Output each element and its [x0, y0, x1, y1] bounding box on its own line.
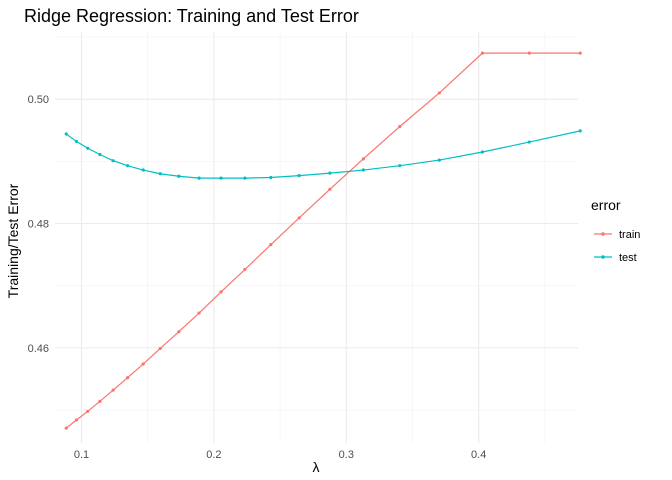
- data-point-train: [74, 418, 79, 422]
- data-point-train: [111, 388, 115, 392]
- data-point-test: [177, 174, 181, 178]
- data-point-train: [158, 346, 162, 351]
- data-point-train: [578, 51, 582, 55]
- data-point-test: [437, 158, 441, 162]
- data-point-train: [86, 409, 90, 413]
- data-point-test: [74, 139, 79, 144]
- data-point-train: [219, 290, 223, 294]
- data-point-test: [86, 146, 90, 150]
- legend-label-train: train: [619, 229, 640, 241]
- data-point-test: [125, 164, 130, 168]
- data-point-test: [243, 176, 247, 180]
- data-point-train: [297, 216, 301, 220]
- data-point-test: [361, 168, 365, 172]
- plot-points: [64, 51, 582, 430]
- data-point-test: [64, 132, 68, 136]
- plot-lines: [65, 52, 581, 429]
- x-tick-label: 0.3: [339, 449, 354, 461]
- data-point-test: [527, 140, 531, 144]
- data-point-test: [269, 175, 273, 180]
- data-point-test: [141, 168, 145, 172]
- data-point-train: [98, 399, 102, 403]
- legend-title: error: [591, 197, 621, 213]
- data-point-test: [328, 171, 332, 175]
- y-axis-ticks: 0.46 0.48 0.50: [28, 94, 49, 355]
- data-point-test: [219, 176, 223, 180]
- chart-title: Ridge Regression: Training and Test Erro…: [24, 6, 359, 26]
- data-point-test: [111, 159, 115, 163]
- data-point-train: [437, 91, 441, 95]
- data-point-test: [578, 129, 582, 133]
- data-point-test: [197, 176, 201, 180]
- data-point-train: [361, 157, 365, 161]
- y-tick-label: 0.50: [28, 94, 49, 106]
- x-tick-label: 0.4: [471, 449, 486, 461]
- data-point-train: [269, 243, 273, 247]
- y-axis-title: Training/Test Error: [5, 183, 21, 298]
- series-line-train: [65, 52, 581, 429]
- data-point-test: [480, 150, 485, 154]
- data-point-test: [158, 172, 162, 176]
- data-point-train: [177, 330, 181, 334]
- data-point-train: [398, 124, 402, 129]
- x-tick-label: 0.1: [74, 449, 89, 461]
- data-point-train: [125, 376, 130, 380]
- y-tick-label: 0.46: [28, 343, 49, 355]
- data-point-train: [197, 311, 201, 315]
- x-axis-ticks: 0.1 0.2 0.3 0.4: [74, 449, 487, 461]
- x-tick-label: 0.2: [206, 449, 221, 461]
- data-point-train: [64, 426, 68, 430]
- data-point-train: [141, 362, 145, 366]
- legend-label-test: test: [619, 252, 637, 264]
- y-tick-label: 0.48: [28, 219, 49, 231]
- data-point-test: [398, 164, 402, 168]
- legend-key-point-train: [601, 232, 605, 236]
- legend: error train test: [591, 197, 640, 264]
- legend-key-point-test: [601, 255, 605, 259]
- data-point-test: [297, 174, 301, 178]
- x-axis-title: λ: [313, 459, 320, 475]
- plot-grid: [55, 32, 578, 443]
- data-point-train: [328, 187, 332, 191]
- data-point-test: [98, 152, 102, 157]
- data-point-train: [480, 51, 485, 55]
- data-point-train: [243, 267, 247, 272]
- data-point-train: [527, 51, 531, 55]
